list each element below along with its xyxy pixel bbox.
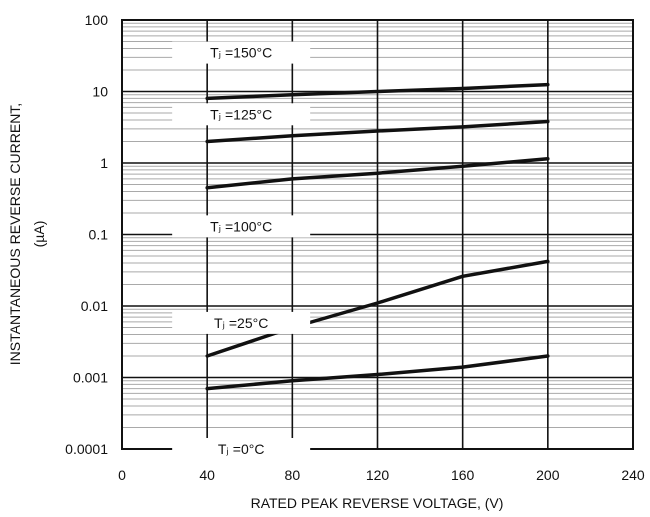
series-labels: Tⱼ =150°C Tⱼ =125°C Tⱼ =100°C Tⱼ =25°C Tⱼ =0… (172, 41, 311, 460)
x-tick-label: 0 (118, 467, 126, 483)
x-axis-title: RATED PEAK REVERSE VOLTAGE, (V) (251, 495, 504, 511)
series-label-box (172, 311, 311, 334)
x-tick-label: 240 (621, 467, 645, 483)
series-label-3: Tⱼ =25°C (214, 315, 268, 331)
y-tick-label: 0.01 (81, 298, 108, 314)
series-lines (205, 82, 550, 391)
series-label-1: Tⱼ =125°C (210, 106, 272, 122)
y-tick-labels: 0.0001 0.001 0.01 0.1 1 10 100 (65, 12, 108, 457)
x-tick-label: 40 (199, 467, 215, 483)
x-tick-label: 120 (366, 467, 390, 483)
series-label-2: Tⱼ =100°C (210, 218, 272, 234)
y-tick-label: 0.1 (89, 227, 109, 243)
y-tick-label: 100 (85, 12, 109, 28)
series-line-1 (205, 119, 550, 144)
series-label-box (172, 438, 311, 460)
y-tick-label: 0.001 (73, 370, 108, 386)
series-label-0: Tⱼ =150°C (210, 45, 272, 61)
y-tick-label: 0.0001 (65, 441, 108, 457)
x-tick-label: 160 (451, 467, 475, 483)
y-tick-label: 10 (92, 84, 108, 100)
y-axis-unit: (µA) (31, 221, 47, 248)
y-axis-title: INSTANTANEOUS REVERSE CURRENT, (7, 103, 23, 365)
series-line-3 (205, 259, 550, 358)
x-tick-labels: 0 40 80 120 160 200 240 (118, 467, 645, 483)
series-label-box (172, 215, 311, 238)
series-line-0 (205, 82, 550, 101)
x-tick-label: 200 (536, 467, 560, 483)
plot-frame (121, 19, 634, 450)
series-line-2 (205, 156, 550, 190)
y-tick-label: 1 (100, 155, 108, 171)
series-label-box (172, 41, 311, 64)
x-tick-label: 80 (285, 467, 301, 483)
series-label-box (172, 103, 311, 126)
series-label-4: Tⱼ =0°C (218, 441, 265, 457)
series-line-4 (205, 354, 550, 391)
